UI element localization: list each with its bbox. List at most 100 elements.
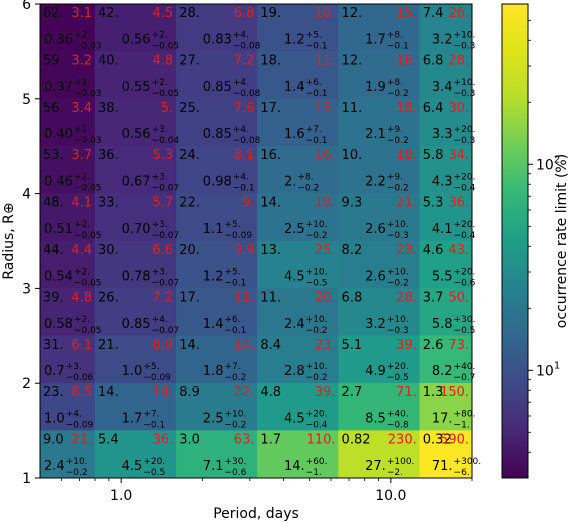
cell-limit-label: 11. bbox=[315, 53, 336, 68]
cell-err-plus: +8. bbox=[387, 78, 403, 88]
cell-err-plus: +5. bbox=[143, 362, 159, 372]
cell-err-plus: +20. bbox=[454, 125, 476, 135]
cell-limit-label: 8.9 bbox=[153, 338, 174, 353]
cell-rate-label: 7.1 bbox=[203, 459, 224, 474]
cell-err-plus: +20. bbox=[454, 267, 476, 277]
heatmap-cell bbox=[39, 98, 96, 147]
cell-limit-label: 4.4 bbox=[71, 243, 92, 258]
cell-count-label: 10. bbox=[342, 148, 363, 163]
cell-limit-label: 34. bbox=[448, 148, 469, 163]
heatmap-cell bbox=[39, 193, 96, 242]
heatmap-cell bbox=[338, 193, 420, 242]
cell-err-plus: +9. bbox=[387, 125, 403, 135]
cell-err-plus: +30. bbox=[454, 315, 476, 325]
heatmap-cell bbox=[94, 98, 177, 147]
x-tick-label: 1.0 bbox=[110, 488, 132, 504]
cell-rate-label: 0.83 bbox=[203, 32, 232, 47]
cell-err-plus: +7. bbox=[143, 410, 159, 420]
cell-err-plus: +20. bbox=[306, 410, 328, 420]
cell-rate-label: 3.4 bbox=[432, 80, 453, 95]
cell-rate-label: 0.85 bbox=[203, 127, 232, 142]
cell-rate-label: 0.55 bbox=[122, 80, 151, 95]
cell-count-label: 1.3 bbox=[423, 385, 444, 400]
colorbar: 101 102 bbox=[501, 3, 560, 479]
cell-err-minus: −0.04 bbox=[152, 136, 180, 146]
cell-err-minus: −0.2 bbox=[387, 89, 409, 99]
cell-count-label: 19. bbox=[260, 6, 281, 21]
heatmap-cell bbox=[39, 382, 96, 431]
cell-err-plus: +4. bbox=[66, 410, 82, 420]
cell-err-plus: +3. bbox=[152, 125, 168, 135]
cell-err-minus: −0.05 bbox=[74, 231, 102, 241]
cell-limit-label: 21. bbox=[396, 196, 417, 211]
cell-err-minus: −0.1 bbox=[224, 278, 246, 288]
cell-err-minus: −0.6 bbox=[454, 278, 476, 288]
cell-err-minus: −0.2 bbox=[224, 373, 246, 383]
cell-limit-label: 13. bbox=[315, 101, 336, 116]
heatmap-cell bbox=[338, 3, 420, 52]
cell-count-label: 9.3 bbox=[342, 196, 363, 211]
cell-limit-label: 9. bbox=[242, 196, 254, 211]
cell-limit-label: 36. bbox=[448, 196, 469, 211]
cell-count-label: 8.4 bbox=[260, 338, 281, 353]
cell-limit-label: 71. bbox=[396, 385, 417, 400]
cell-err-plus: +10. bbox=[387, 267, 409, 277]
heatmap-cell bbox=[175, 288, 258, 337]
cell-err-plus: +8. bbox=[387, 30, 403, 40]
heatmap-cell bbox=[257, 193, 339, 242]
heatmap-cell bbox=[94, 382, 177, 431]
cell-err-plus: +40. bbox=[387, 410, 409, 420]
cell-limit-label: 16. bbox=[315, 148, 336, 163]
heatmap-cell bbox=[419, 288, 473, 337]
cell-count-label: 4.6 bbox=[423, 243, 444, 258]
cell-count-label: 30. bbox=[98, 243, 119, 258]
cell-err-plus: +10. bbox=[306, 315, 328, 325]
cell-err-minus: −0.08 bbox=[233, 89, 261, 99]
cell-rate-label: 4.9 bbox=[365, 364, 386, 379]
cell-limit-label: 23. bbox=[315, 338, 336, 353]
cell-limit-label: 3.4 bbox=[71, 101, 92, 116]
cell-err-minus: −0.03 bbox=[74, 136, 102, 146]
cell-err-plus: +8. bbox=[297, 173, 313, 183]
cell-limit-label: 73. bbox=[448, 338, 469, 353]
cell-limit-label: 3.7 bbox=[71, 148, 92, 163]
cell-count-label: 26. bbox=[98, 290, 119, 305]
cell-err-plus: +4. bbox=[233, 173, 249, 183]
cell-err-plus: +5. bbox=[306, 30, 322, 40]
cell-rate-label: 2.6 bbox=[365, 222, 386, 237]
cell-rate-label: 3.2 bbox=[365, 317, 386, 332]
cell-count-label: 6.8 bbox=[423, 53, 444, 68]
cell-count-label: 13. bbox=[260, 243, 281, 258]
cell-err-plus: +2. bbox=[74, 315, 90, 325]
cell-rate-label: 27. bbox=[365, 459, 386, 474]
cell-count-label: 48. bbox=[43, 196, 64, 211]
cell-limit-label: 6.6 bbox=[153, 243, 174, 258]
cell-err-minus: −0.6 bbox=[224, 468, 246, 478]
cell-rate-label: 0.7 bbox=[44, 364, 65, 379]
cell-err-plus: +20. bbox=[143, 457, 165, 467]
cell-limit-label: 6.1 bbox=[71, 338, 92, 353]
cell-count-label: 2.6 bbox=[423, 338, 444, 353]
heatmap-cell bbox=[338, 145, 420, 194]
cell-rate-label: 2.2 bbox=[365, 175, 386, 190]
cell-err-minus: −0.3 bbox=[387, 231, 409, 241]
heatmap-cell bbox=[257, 3, 339, 52]
cell-err-minus: −2. bbox=[387, 468, 403, 478]
cell-count-label: 20. bbox=[179, 243, 200, 258]
cell-count-label: 62. bbox=[43, 6, 64, 21]
cell-count-label: 40. bbox=[98, 53, 119, 68]
y-axis-label: Radius, R⊕ bbox=[1, 202, 17, 279]
cell-rate-label: 1.0 bbox=[44, 412, 65, 427]
cell-err-plus: +3. bbox=[66, 362, 82, 372]
cell-rate-label: 1.6 bbox=[284, 127, 305, 142]
cell-err-plus: +2. bbox=[74, 78, 90, 88]
cell-err-plus: +4. bbox=[152, 315, 168, 325]
cell-count-label: 2.7 bbox=[342, 385, 363, 400]
heatmap-cell bbox=[94, 51, 177, 100]
cell-rate-label: 71. bbox=[432, 459, 453, 474]
heatmap-cell bbox=[39, 288, 96, 337]
cell-limit-label: 4.8 bbox=[71, 290, 92, 305]
y-tick-label: 6 bbox=[22, 0, 31, 13]
cell-limit-label: 30. bbox=[448, 101, 469, 116]
y-tick-label: 1 bbox=[22, 471, 31, 487]
